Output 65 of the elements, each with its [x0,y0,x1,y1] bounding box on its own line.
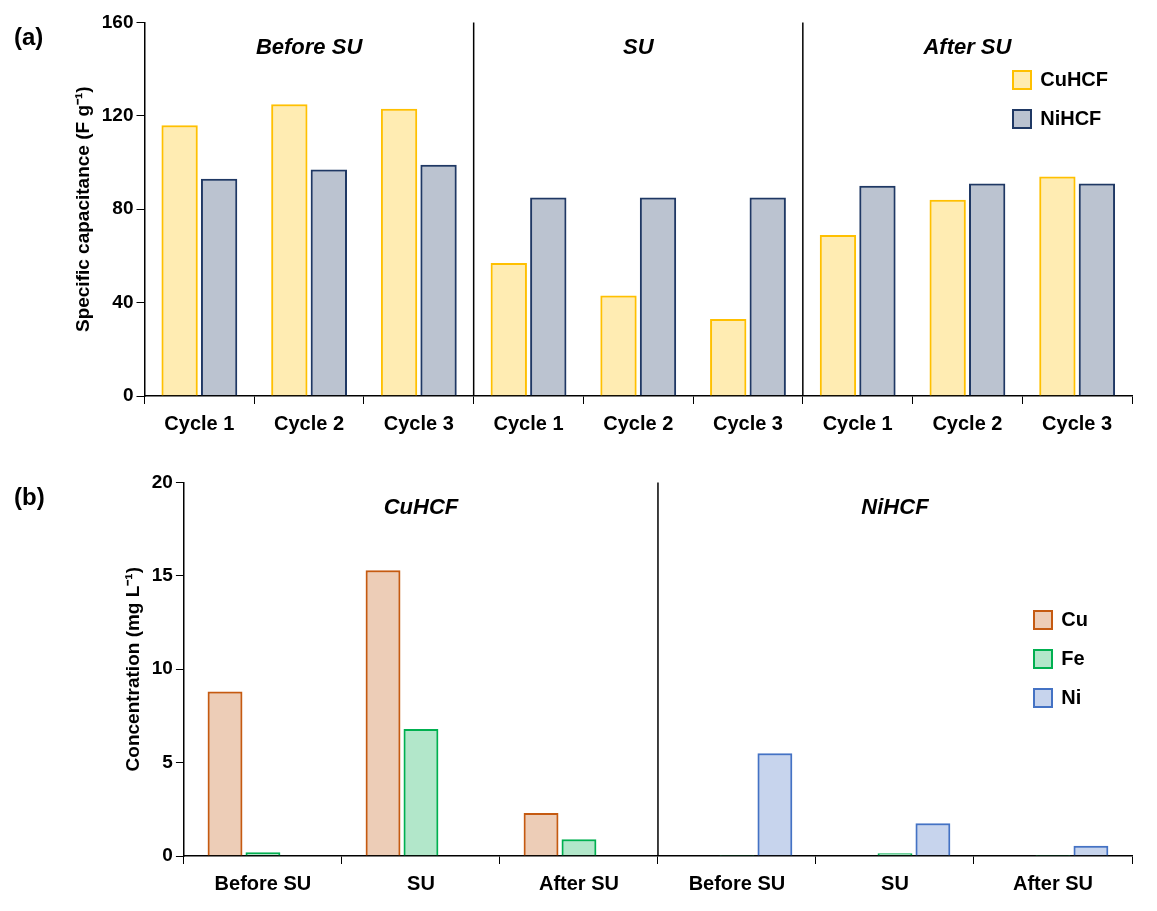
bar [639,197,677,396]
y-tick-label: 120 [101,104,134,126]
x-tick-label: SU [407,871,435,894]
bar [749,197,786,396]
bar [1078,183,1116,396]
x-tick-label: Cycle 1 [164,411,235,434]
y-tick-label: 10 [151,657,173,679]
y-tick-label: 15 [151,564,174,586]
x-tick-label: Cycle 3 [1042,411,1113,434]
bar [403,728,439,856]
bar [710,318,747,396]
bar [530,197,567,396]
bar [859,185,896,396]
legend-label: CuHCF [1040,68,1108,91]
annotation: SU [622,34,655,60]
bar [490,262,527,396]
annotation: Before SU [255,34,364,60]
legend-label: Fe [1061,647,1085,670]
y-tick-label: 5 [162,750,174,772]
bar [757,753,793,856]
chart-title: (a) [14,23,44,51]
bar [161,125,198,396]
bar [600,295,637,396]
y-tick-label: 20 [151,470,173,492]
bar [1039,176,1076,396]
bar [819,234,857,396]
y-axis-title: Concentration (mg L⁻¹) [121,566,143,772]
annotation: CuHCF [383,494,459,520]
annotation: NiHCF [861,494,930,520]
legend-label: NiHCF [1040,107,1102,130]
bar [420,164,457,396]
bar [207,691,243,856]
bar [929,199,966,396]
x-tick-label: Cycle 2 [274,411,345,434]
bar [271,104,308,396]
x-tick-label: Cycle 3 [383,411,454,434]
x-tick-label: Cycle 2 [603,411,674,434]
bar [310,169,347,396]
y-tick-label: 0 [162,844,173,866]
y-tick-label: 160 [101,10,134,32]
x-tick-label: After SU [1012,871,1093,894]
x-tick-label: Cycle 1 [493,411,564,434]
y-tick-label: 0 [122,384,134,406]
x-tick-label: SU [881,871,909,894]
bar [915,823,951,856]
y-tick-label: 40 [112,290,134,312]
chart-title: (b) [14,483,45,511]
x-tick-label: Before SU [214,871,312,894]
bar [380,108,418,396]
x-tick-label: After SU [538,871,619,894]
bar [523,813,559,856]
y-axis-title: Specific capacitance (F g⁻¹) [71,86,93,333]
bar [561,839,597,856]
x-tick-label: Before SU [688,871,786,894]
x-tick-label: Cycle 1 [822,411,893,434]
bar [200,178,238,396]
bar [969,183,1006,396]
x-tick-label: Cycle 2 [932,411,1003,434]
bar [1073,845,1109,856]
legend-label: Cu [1061,608,1088,631]
y-tick-label: 80 [112,197,134,219]
annotation: After SU [922,34,1013,60]
x-tick-label: Cycle 3 [712,411,783,434]
legend-label: Ni [1061,686,1082,709]
bar [365,570,401,856]
